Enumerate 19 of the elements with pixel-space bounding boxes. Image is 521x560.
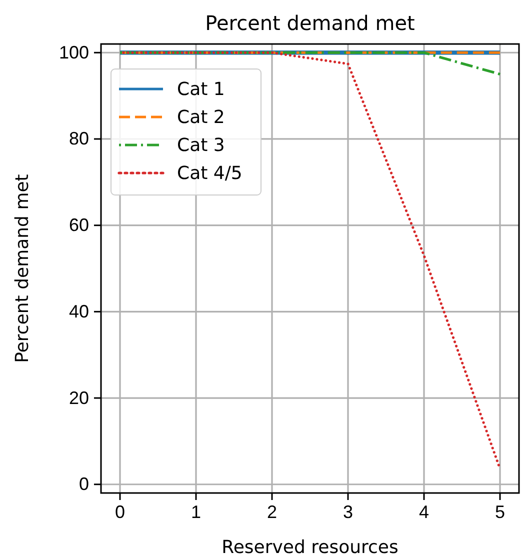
y-tick-label: 80 [68, 128, 89, 149]
x-tick-label: 2 [266, 502, 278, 522]
chart-title: Percent demand met [205, 11, 416, 35]
x-tick-label: 1 [190, 502, 202, 522]
x-axis-title: Reserved resources [222, 537, 398, 558]
y-tick-label: 40 [68, 301, 89, 322]
y-tick-label: 20 [68, 388, 89, 408]
x-tick-label: 4 [418, 502, 430, 522]
y-axis-title: Percent demand met [12, 174, 33, 363]
x-tick-label: 5 [494, 502, 506, 522]
legend-label: Cat 1 [177, 79, 225, 100]
legend-label: Cat 3 [177, 135, 225, 156]
y-tick-label: 100 [58, 42, 89, 62]
legend-label: Cat 4/5 [177, 163, 242, 184]
x-tick-label: 3 [342, 502, 354, 522]
y-tick-label: 60 [68, 215, 89, 236]
legend-label: Cat 2 [177, 107, 225, 128]
y-tick-label: 0 [78, 474, 89, 494]
x-tick-label: 0 [114, 502, 126, 522]
